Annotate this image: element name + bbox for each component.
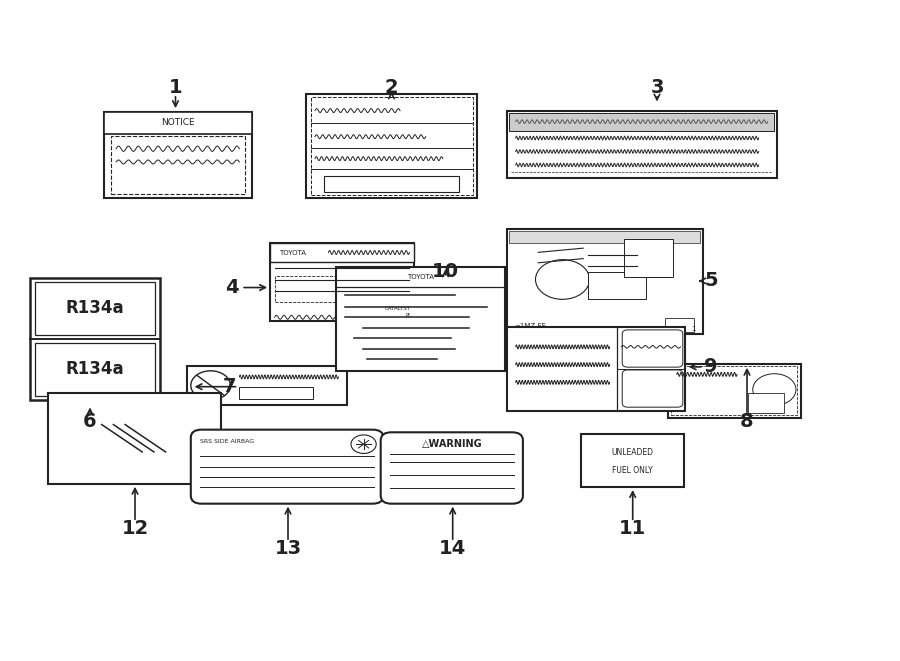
Circle shape xyxy=(191,371,230,400)
Text: SRS SIDE AIRBAG: SRS SIDE AIRBAG xyxy=(200,439,254,444)
Text: 1: 1 xyxy=(168,78,183,97)
FancyBboxPatch shape xyxy=(381,432,523,504)
Bar xyxy=(671,366,797,415)
Circle shape xyxy=(536,260,590,299)
Bar xyxy=(104,112,252,198)
Bar xyxy=(35,342,155,396)
Text: R134a: R134a xyxy=(66,360,124,378)
Bar xyxy=(336,267,505,371)
Text: ~1MZ-FE: ~1MZ-FE xyxy=(514,323,546,329)
Bar xyxy=(35,282,155,334)
Bar xyxy=(588,272,646,299)
Text: R134a: R134a xyxy=(66,299,124,317)
Text: 12: 12 xyxy=(122,520,148,538)
Bar xyxy=(310,97,473,195)
Bar xyxy=(270,243,414,321)
Text: 14: 14 xyxy=(439,539,466,558)
Bar xyxy=(274,276,410,302)
FancyBboxPatch shape xyxy=(622,370,683,407)
Text: 13: 13 xyxy=(274,539,302,558)
Bar xyxy=(30,278,160,400)
Bar xyxy=(306,94,477,198)
Text: 9: 9 xyxy=(704,358,718,376)
FancyBboxPatch shape xyxy=(191,430,383,504)
Text: 4: 4 xyxy=(225,278,239,297)
Bar xyxy=(104,112,252,134)
Text: △WARNING: △WARNING xyxy=(421,439,482,449)
Bar xyxy=(239,387,313,399)
Text: 10: 10 xyxy=(432,262,459,280)
Bar xyxy=(748,393,784,413)
Bar xyxy=(668,364,801,418)
Bar xyxy=(111,136,245,194)
Bar xyxy=(48,393,221,484)
Bar xyxy=(324,176,459,192)
Bar xyxy=(509,113,774,131)
Text: 7: 7 xyxy=(223,377,236,396)
Bar xyxy=(507,229,703,334)
Bar xyxy=(665,318,694,332)
Text: 8: 8 xyxy=(740,412,754,431)
FancyBboxPatch shape xyxy=(622,330,683,367)
Text: 11: 11 xyxy=(619,520,646,538)
Text: FUEL ONLY: FUEL ONLY xyxy=(612,466,652,475)
Bar xyxy=(270,243,414,262)
Bar xyxy=(507,327,685,411)
Text: 6: 6 xyxy=(83,412,97,431)
Text: TOYOTA: TOYOTA xyxy=(279,249,306,256)
Circle shape xyxy=(752,373,796,405)
Text: UNLEADED: UNLEADED xyxy=(611,448,653,457)
Bar xyxy=(509,231,700,243)
Bar xyxy=(507,111,777,178)
Text: TOYOTA: TOYOTA xyxy=(407,274,434,280)
Text: 2: 2 xyxy=(384,78,399,97)
Text: 3: 3 xyxy=(650,78,664,97)
Circle shape xyxy=(351,435,376,453)
Text: NOTICE: NOTICE xyxy=(161,118,194,128)
Bar xyxy=(187,366,347,405)
Text: 1: 1 xyxy=(691,325,696,332)
Bar xyxy=(624,239,673,278)
Text: PJ: PJ xyxy=(406,313,410,319)
Bar xyxy=(580,434,684,487)
Text: 5: 5 xyxy=(704,272,718,290)
Text: CATALYST: CATALYST xyxy=(384,306,410,311)
